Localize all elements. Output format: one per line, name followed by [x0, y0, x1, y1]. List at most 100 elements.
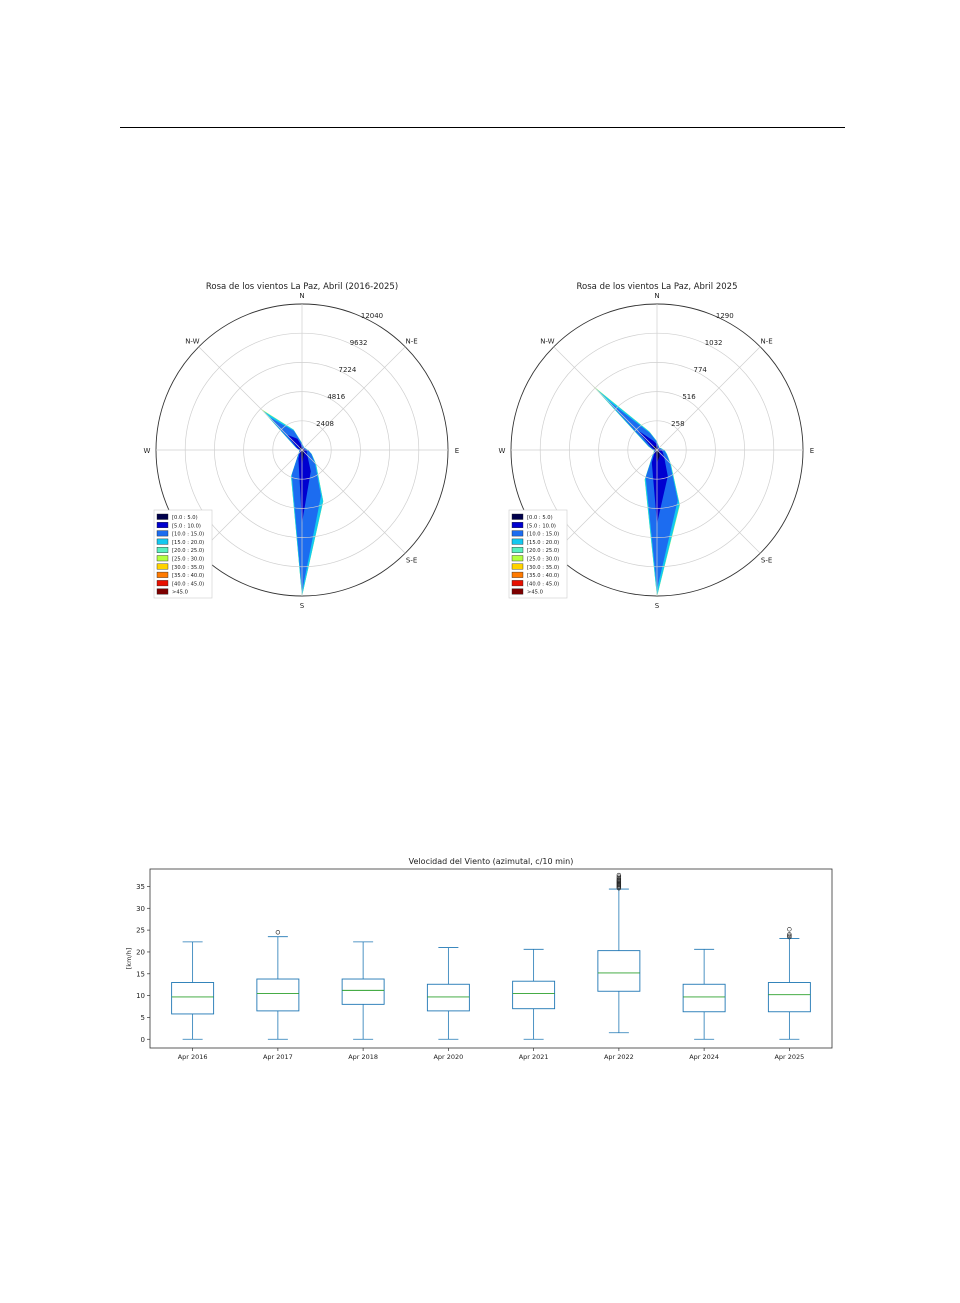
- rose-sector-bin-1: [286, 434, 311, 523]
- legend-label: [0.0 : 5.0): [172, 515, 198, 521]
- legend-swatch: [511, 555, 524, 562]
- rose-direction-label: N-W: [185, 337, 199, 345]
- x-tick-label: Apr 2018: [348, 1053, 378, 1061]
- box-iqr: [256, 978, 300, 1012]
- legend-swatch: [511, 538, 524, 545]
- box-iqr: [597, 950, 641, 992]
- rose-direction-label: E: [455, 447, 459, 455]
- legend-label: [15.0 : 20.0): [172, 540, 204, 546]
- rose-direction-label: S-E: [406, 557, 417, 565]
- legend-label: [40.0 : 45.0): [172, 581, 204, 587]
- legend-label: [40.0 : 45.0): [527, 581, 559, 587]
- y-tick-label: 10: [136, 992, 145, 1000]
- legend-label: [5.0 : 10.0): [172, 523, 201, 529]
- rose-direction-label: N-E: [761, 337, 773, 345]
- rose-direction-label: S-E: [761, 557, 772, 565]
- rose-spoke: [301, 346, 406, 451]
- rose-spoke: [301, 449, 406, 554]
- header-rule: [120, 127, 845, 128]
- y-tick-label: 35: [136, 883, 145, 891]
- x-tick-label: Apr 2021: [519, 1053, 549, 1061]
- windrose-chart-2016-2025: Rosa de los vientos La Paz, Abril (2016-…: [144, 282, 460, 610]
- rose-radial-tick-label: 12040: [361, 312, 383, 320]
- x-tick-label: Apr 2020: [433, 1053, 463, 1061]
- rose-radial-tick-label: 258: [671, 420, 684, 428]
- legend-label: [20.0 : 25.0): [527, 548, 559, 554]
- legend-label: [25.0 : 30.0): [527, 557, 559, 563]
- outlier-point: [787, 932, 792, 937]
- rose-title: Rosa de los vientos La Paz, Abril (2016-…: [206, 282, 398, 292]
- boxplot-chart-wind-speed: Velocidad del Viento (azimutal, c/10 min…: [125, 857, 833, 1061]
- legend-swatch: [156, 555, 169, 562]
- legend-swatch: [156, 513, 169, 520]
- legend-label: [5.0 : 10.0): [527, 523, 556, 529]
- legend-label: [35.0 : 40.0): [527, 573, 559, 579]
- y-axis-label: [km/h]: [125, 948, 133, 969]
- legend-swatch: [156, 580, 169, 587]
- rose-title: Rosa de los vientos La Paz, Abril 2025: [577, 282, 738, 292]
- rose-radial-tick-label: 4816: [327, 393, 345, 401]
- legend-swatch: [156, 522, 169, 529]
- legend-swatch: [156, 538, 169, 545]
- rose-spoke: [553, 346, 658, 451]
- x-tick-label: Apr 2024: [689, 1053, 719, 1061]
- boxplot-title: Velocidad del Viento (azimutal, c/10 min…: [409, 857, 574, 866]
- legend-label: >45.0: [527, 590, 543, 596]
- box-iqr: [512, 980, 556, 1010]
- rose-radial-tick-label: 1032: [705, 339, 723, 347]
- rose-radial-tick-label: 774: [694, 366, 708, 374]
- rose-direction-label: N-W: [540, 337, 554, 345]
- windrose-chart-2025: Rosa de los vientos La Paz, Abril 2025 25…: [499, 282, 815, 610]
- y-tick-label: 20: [136, 948, 145, 956]
- legend-swatch: [511, 513, 524, 520]
- x-tick-label: Apr 2025: [774, 1053, 804, 1061]
- rose-direction-label: S: [300, 602, 305, 610]
- rose-radial-tick-label: 7224: [339, 366, 357, 374]
- legend-label: [10.0 : 15.0): [527, 532, 559, 538]
- box-iqr: [171, 982, 215, 1015]
- outlier-point: [787, 933, 792, 938]
- legend-swatch: [511, 547, 524, 553]
- legend-label: [25.0 : 30.0): [172, 557, 204, 563]
- legend-label: [30.0 : 35.0): [172, 565, 204, 571]
- box-iqr: [341, 978, 385, 1005]
- legend-swatch: [156, 563, 169, 570]
- x-tick-label: Apr 2017: [263, 1053, 293, 1061]
- legend-swatch: [156, 571, 169, 578]
- legend-swatch: [511, 580, 524, 587]
- legend-swatch: [511, 588, 524, 595]
- legend-swatch: [511, 571, 524, 578]
- legend-swatch: [511, 530, 524, 537]
- outlier-point: [787, 927, 792, 932]
- outlier-point: [616, 875, 622, 881]
- rose-direction-label: E: [810, 447, 814, 455]
- rose-direction-label: N: [654, 292, 659, 300]
- rose-sector-bin-2: [605, 398, 678, 590]
- outlier-point: [787, 934, 792, 940]
- legend-label: [35.0 : 40.0): [172, 573, 204, 579]
- rose-radial-tick-label: 1290: [716, 312, 734, 320]
- legend-label: >45.0: [172, 590, 188, 596]
- outlier-point: [616, 877, 622, 882]
- legend-swatch: [511, 563, 524, 570]
- rose-radial-tick-label: 9632: [350, 339, 368, 347]
- rose-direction-label: N-E: [406, 337, 418, 345]
- x-tick-label: Apr 2016: [178, 1053, 208, 1061]
- y-tick-label: 30: [136, 905, 145, 913]
- y-tick-label: 15: [136, 970, 145, 978]
- rose-spoke: [656, 346, 761, 451]
- y-tick-label: 25: [136, 927, 145, 935]
- legend-label: [10.0 : 15.0): [172, 532, 204, 538]
- rose-radial-tick-label: 516: [682, 393, 696, 401]
- box-iqr: [682, 983, 726, 1013]
- rose-radial-tick-label: 2408: [316, 420, 334, 428]
- box-iqr: [426, 983, 470, 1012]
- outlier-point: [275, 930, 281, 935]
- rose-direction-label: W: [144, 447, 151, 455]
- rose-direction-label: N: [299, 292, 304, 300]
- y-tick-label: 5: [141, 1014, 145, 1022]
- outlier-point: [616, 872, 622, 878]
- rose-spoke: [656, 449, 761, 554]
- boxplot-axes-frame: [149, 868, 833, 1049]
- legend-label: [20.0 : 25.0): [172, 548, 204, 554]
